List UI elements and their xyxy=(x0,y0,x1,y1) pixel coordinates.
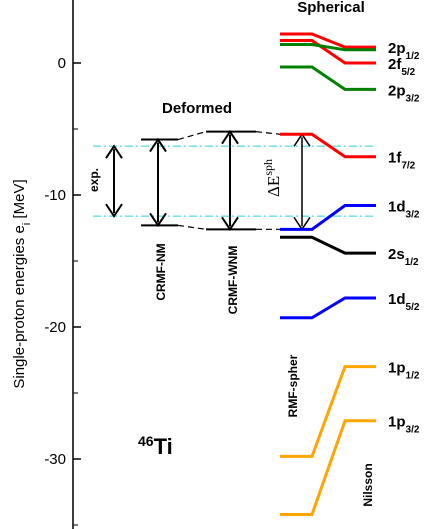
nilsson-label: Nilsson xyxy=(361,463,375,506)
crmf-nm-gap-arrow-head-down xyxy=(149,212,167,228)
level-2p-3-2-line xyxy=(280,65,376,91)
exp-gap-arrow-head-down xyxy=(105,203,123,218)
crmf-nm-label: CRMF-NM xyxy=(154,243,168,300)
level-2p-3-2-label: 2p3/2 xyxy=(388,82,420,104)
level-1d-3-2-label: 1d3/2 xyxy=(388,199,420,221)
y-tick-label: -10 xyxy=(44,187,66,204)
y-axis-label: Single-proton energies ei [MeV] xyxy=(11,179,33,388)
level-2p-1-2-label: 2p1/2 xyxy=(388,40,420,62)
level-2f-5-2-line xyxy=(280,39,376,65)
level-1d-3-2-line xyxy=(280,204,376,231)
connector-nm-wnm-bottom xyxy=(177,224,207,230)
level-1p-3-2-line xyxy=(280,419,376,516)
level-2s-1-2-line xyxy=(280,235,376,255)
delta-e-sph-label: ΔEsph xyxy=(261,159,283,197)
rmf-spher-label: RMF-spher xyxy=(286,354,300,417)
y-tick-label: -30 xyxy=(44,451,66,468)
level-1f-7-2-label: 1f7/2 xyxy=(388,150,416,172)
crmf-wnm-label: CRMF-WNM xyxy=(226,246,240,315)
nucleus-label: 46Ti xyxy=(138,433,173,459)
deformed-title: Deformed xyxy=(162,100,232,117)
level-2f-5-2-label: 2f5/2 xyxy=(388,56,416,78)
spherical-title: Spherical xyxy=(297,0,365,16)
level-2p-1-2-line xyxy=(280,32,376,49)
crmf-wnm-gap-arrow-head-up xyxy=(221,129,239,145)
level-1p-1-2-line xyxy=(280,365,376,458)
level-2s-1-2-label: 2s1/2 xyxy=(388,246,419,268)
y-tick-label: -20 xyxy=(44,319,66,336)
level-extra-line xyxy=(280,43,376,52)
y-ticks: 0 -10 -20 -30 xyxy=(44,55,81,526)
connector-wnm-sph-top xyxy=(255,131,281,135)
exp-label: exp. xyxy=(87,168,101,192)
level-1d-5-2-label: 1d5/2 xyxy=(388,291,420,313)
y-tick-label: 0 xyxy=(58,55,66,72)
level-1f-7-2-line xyxy=(280,132,376,159)
exp-gap-arrow-head-up xyxy=(105,144,123,159)
level-1p-3-2-label: 1p3/2 xyxy=(388,414,420,436)
level-1p-1-2-label: 1p1/2 xyxy=(388,360,420,382)
crmf-nm-gap-arrow-head-up xyxy=(149,137,167,153)
connector-nm-wnm-top xyxy=(177,131,207,141)
crmf-wnm-gap-arrow-head-down xyxy=(221,216,239,232)
level-1d-5-2-line xyxy=(280,296,376,320)
